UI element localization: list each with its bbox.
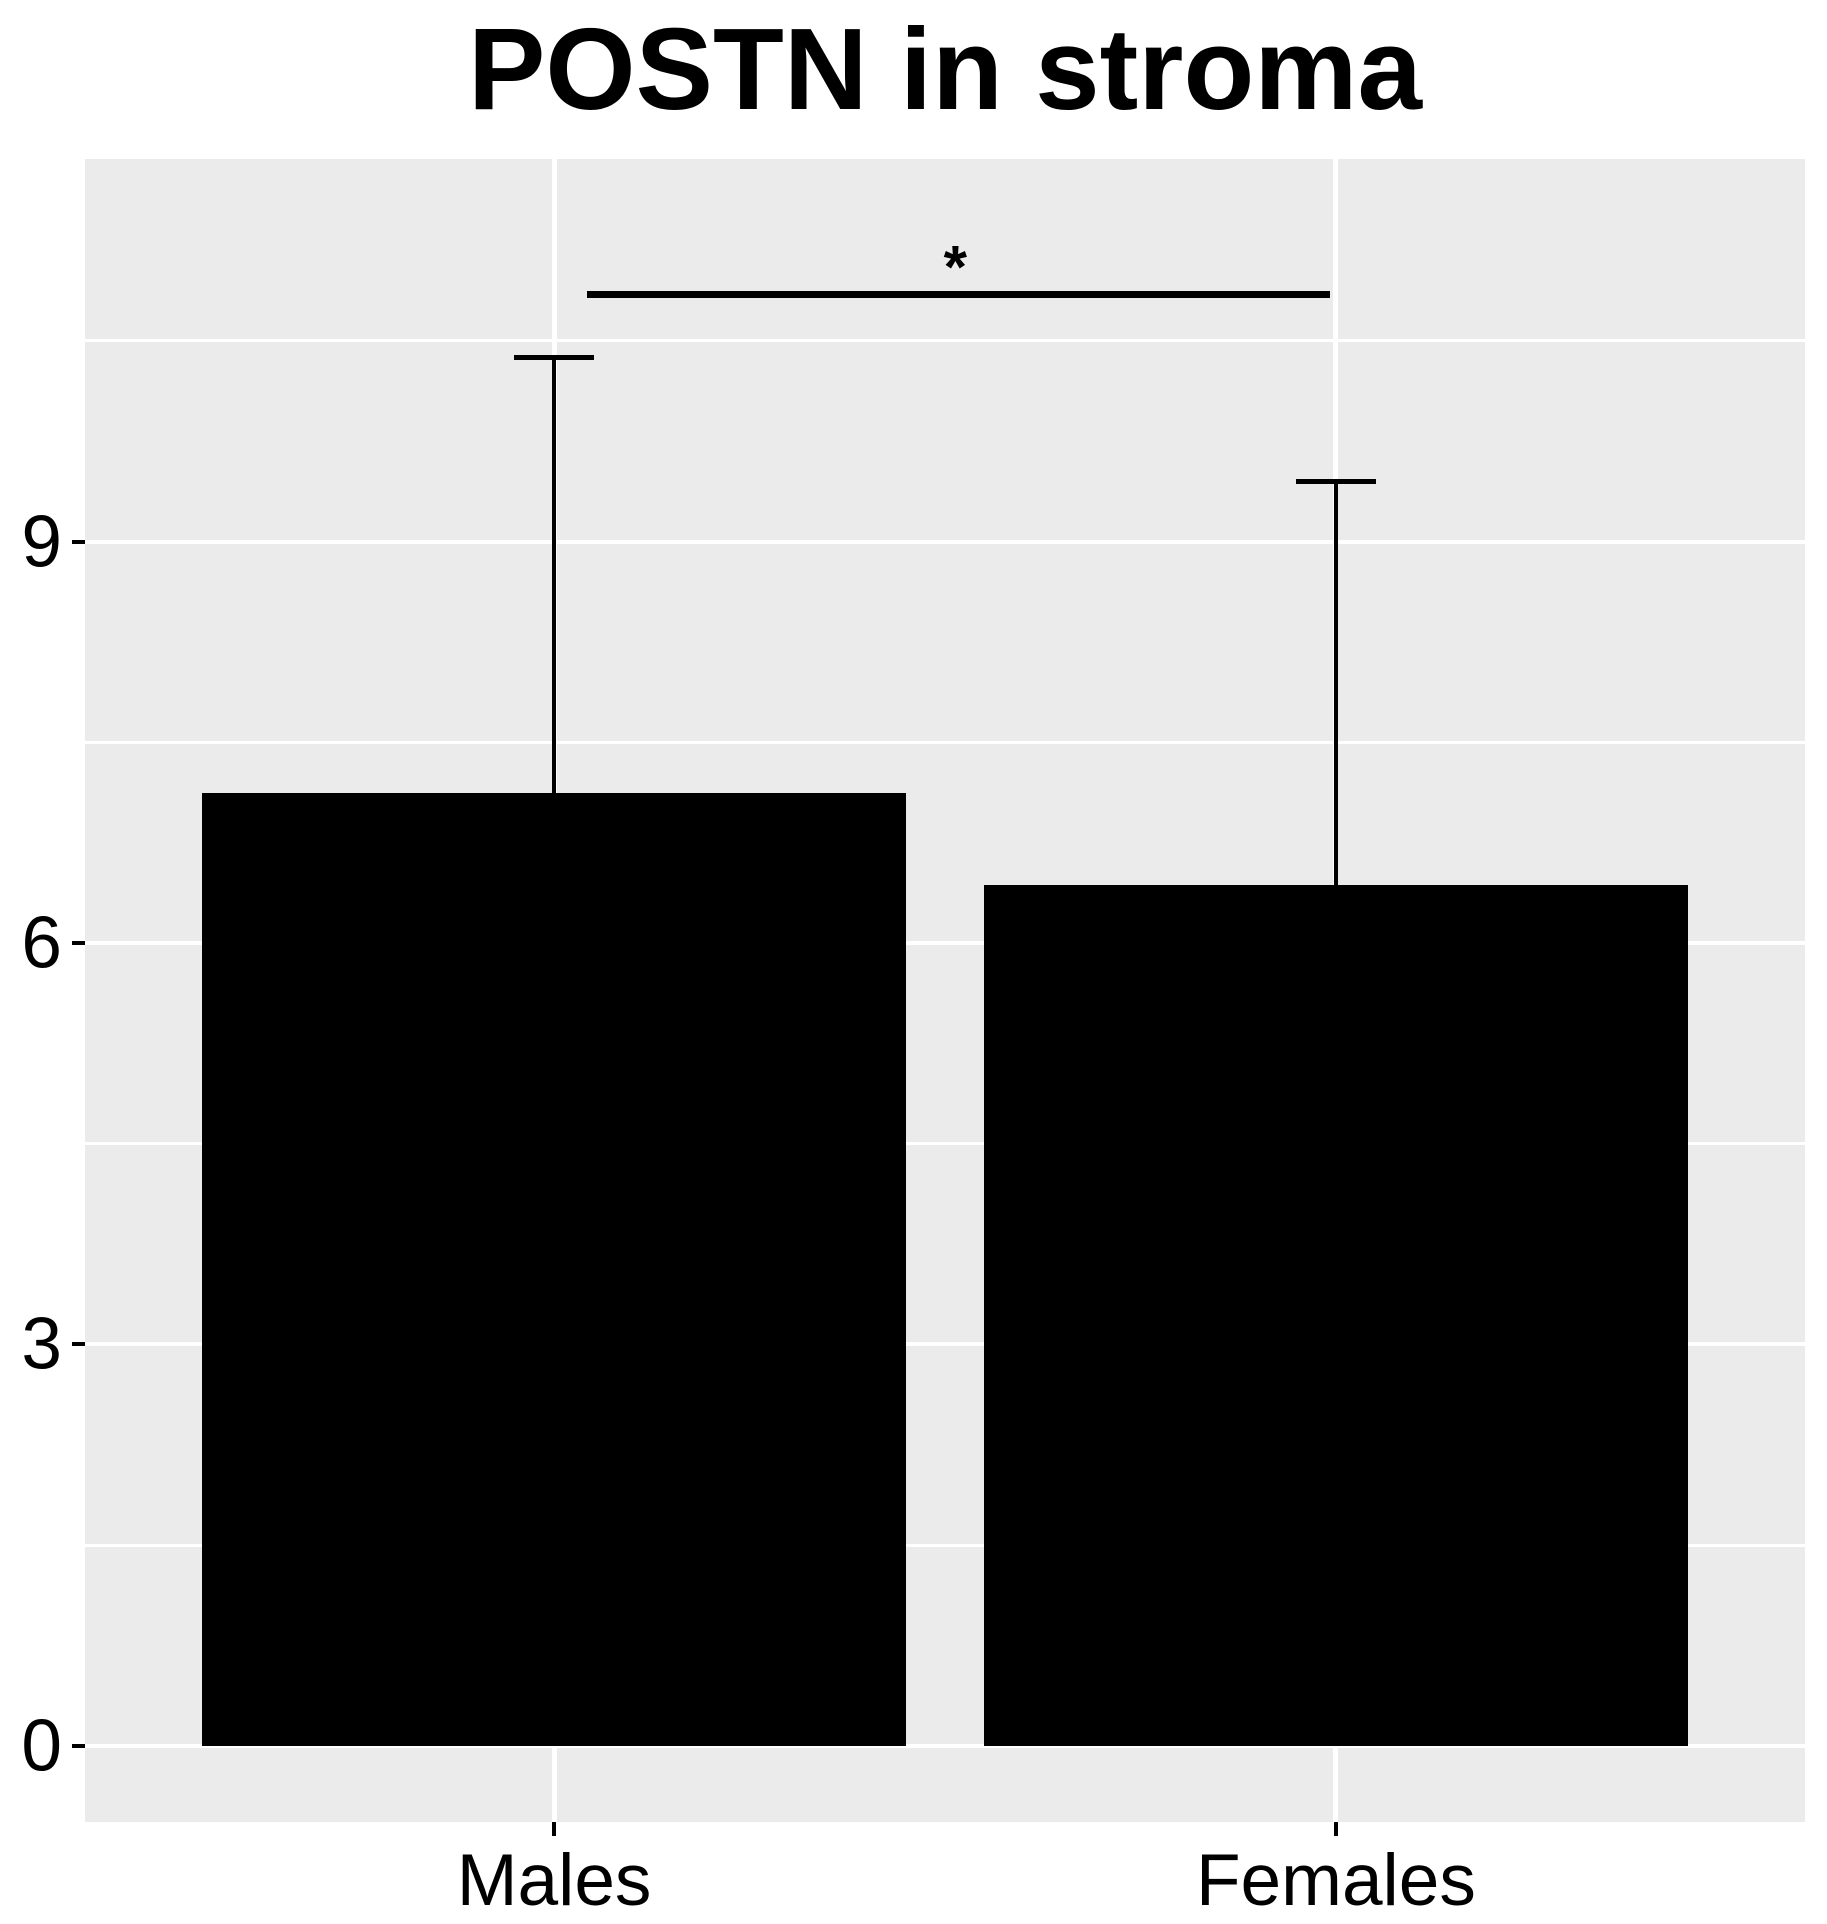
chart-title: POSTN in stroma <box>468 4 1422 134</box>
significance-star: * <box>943 233 967 301</box>
error-bar-stem-females <box>1333 481 1338 886</box>
gridline-major <box>85 941 1805 945</box>
x-tick-label-males: Males <box>456 1840 652 1921</box>
y-tick-mark-0 <box>72 1743 85 1748</box>
gridline-major <box>85 1342 1805 1347</box>
y-tick-mark-9 <box>72 539 85 544</box>
y-tick-label-0: 0 <box>21 1705 62 1787</box>
gridline-major <box>85 1743 1805 1748</box>
significance-line <box>587 290 1331 298</box>
y-tick-label-9: 9 <box>21 501 62 583</box>
y-tick-label-6: 6 <box>21 902 62 984</box>
gridline-minor <box>85 339 1805 343</box>
gridline-minor <box>85 740 1805 744</box>
y-tick-mark-3 <box>72 1342 85 1347</box>
bar-females <box>984 885 1688 1746</box>
plot-panel: * <box>85 159 1805 1822</box>
x-tick-label-females: Females <box>1195 1840 1476 1921</box>
gridline-minor <box>85 1543 1805 1547</box>
error-bar-cap-females <box>1295 478 1376 484</box>
x-tick-mark-females <box>1333 1822 1338 1836</box>
y-tick-mark-6 <box>72 941 85 945</box>
bar-males <box>202 793 906 1746</box>
gridline-minor <box>85 1142 1805 1146</box>
y-tick-label-3: 3 <box>21 1303 62 1385</box>
error-bar-cap-males <box>514 354 595 360</box>
error-bar-stem-males <box>552 357 557 794</box>
x-tick-mark-males <box>552 1822 557 1836</box>
gridline-major <box>85 539 1805 544</box>
